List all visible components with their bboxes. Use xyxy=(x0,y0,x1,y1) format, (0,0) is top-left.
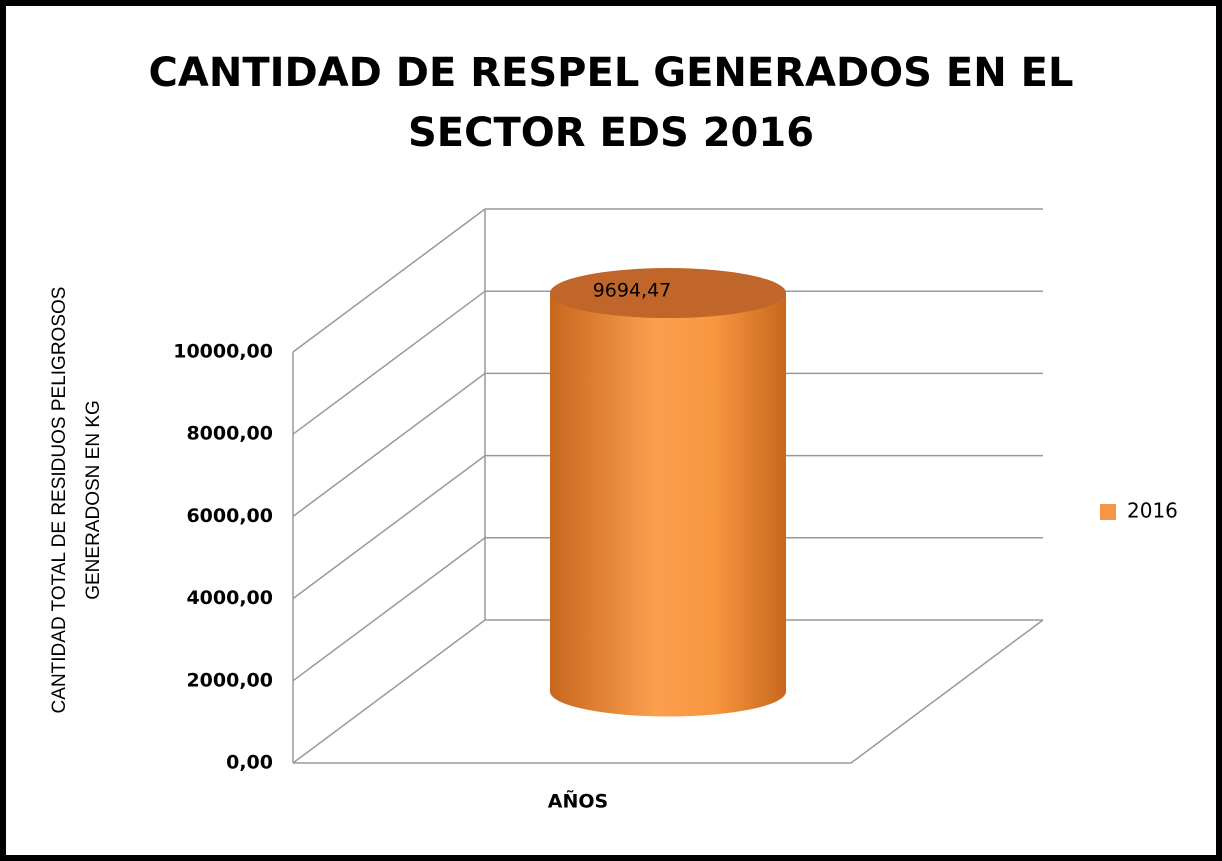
y-axis-label-line: GENERADOSN EN KG xyxy=(83,400,104,600)
chart-title: CANTIDAD DE RESPEL GENERADOS EN EL xyxy=(149,50,1074,96)
bar xyxy=(550,293,786,717)
y-axis-label: CANTIDAD TOTAL DE RESIDUOS PELIGROSOS GE… xyxy=(49,287,104,714)
chart-title: SECTOR EDS 2016 xyxy=(408,110,814,156)
data-label: 9694,47 xyxy=(593,280,672,302)
grid-line xyxy=(292,537,1043,682)
y-axis-label-line: CANTIDAD TOTAL DE RESIDUOS PELIGROSOS xyxy=(49,287,70,714)
grid-line xyxy=(292,290,1043,435)
y-tick-label: 6000,00 xyxy=(186,505,273,527)
grid-line xyxy=(292,619,1043,764)
y-tick-label: 0,00 xyxy=(226,752,273,774)
floor xyxy=(293,619,1044,764)
y-tick-label: 2000,00 xyxy=(186,669,273,691)
legend-swatch xyxy=(1100,504,1116,520)
x-axis-label: AÑOS xyxy=(548,789,608,813)
y-tick-label: 4000,00 xyxy=(186,587,273,609)
grid-line xyxy=(292,454,1043,600)
grid-line xyxy=(292,372,1043,518)
grid-line xyxy=(292,208,1043,353)
y-tick-label: 10000,00 xyxy=(173,341,273,363)
legend-label: 2016 xyxy=(1127,499,1178,523)
bar-top xyxy=(550,268,786,319)
y-tick-label: 8000,00 xyxy=(186,423,273,445)
